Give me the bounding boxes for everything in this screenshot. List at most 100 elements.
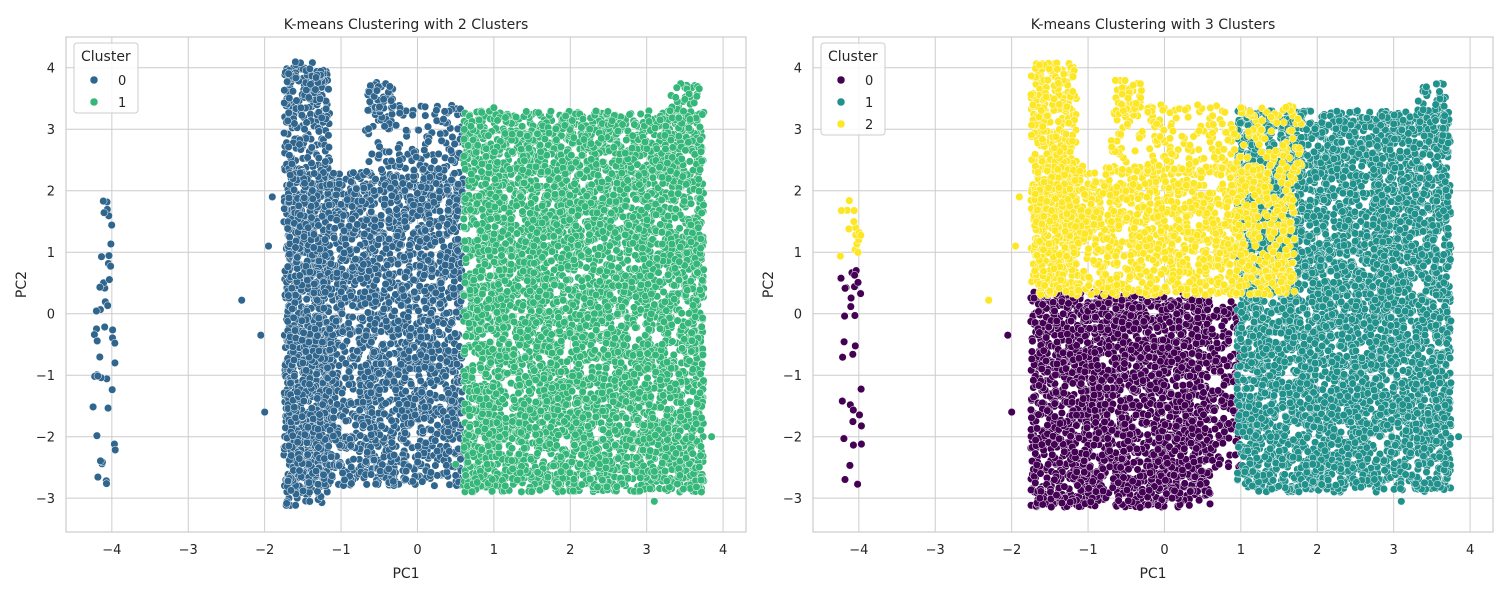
data-point <box>390 451 399 460</box>
data-point <box>380 200 389 209</box>
data-point <box>443 186 452 195</box>
data-point <box>426 425 436 434</box>
data-point <box>369 348 379 357</box>
data-point <box>336 200 346 209</box>
data-point <box>335 179 344 188</box>
data-point <box>400 217 409 226</box>
data-point <box>385 82 394 91</box>
data-point <box>321 288 330 297</box>
series-0 <box>89 57 468 510</box>
data-point <box>323 363 332 372</box>
data-point <box>367 408 376 417</box>
data-point <box>452 195 462 204</box>
data-point <box>284 108 293 117</box>
data-point <box>409 275 418 284</box>
data-point <box>442 357 451 366</box>
data-point <box>359 183 368 193</box>
data-point <box>363 448 372 457</box>
data-point <box>303 450 312 459</box>
data-point <box>351 421 360 430</box>
data-point <box>355 406 364 415</box>
data-point <box>444 427 453 436</box>
data-point <box>385 350 394 359</box>
data-point <box>432 179 441 188</box>
data-point <box>288 304 297 313</box>
data-point <box>402 126 411 135</box>
data-point <box>296 211 305 220</box>
data-point <box>286 486 296 495</box>
data-point <box>291 243 300 252</box>
data-point <box>325 345 334 355</box>
data-point <box>357 196 366 205</box>
data-point <box>104 404 113 413</box>
data-point <box>309 243 318 252</box>
data-point <box>363 106 372 115</box>
data-point <box>394 316 403 326</box>
data-point <box>420 414 429 423</box>
data-point <box>329 413 338 422</box>
data-point <box>375 385 384 394</box>
data-point <box>361 299 370 308</box>
data-point <box>420 271 429 280</box>
data-point <box>420 403 429 412</box>
data-point <box>105 275 114 284</box>
data-point <box>315 431 324 440</box>
data-point <box>338 342 347 351</box>
data-point <box>310 279 319 288</box>
data-point <box>325 325 334 334</box>
data-point <box>436 299 445 308</box>
data-point <box>387 416 396 425</box>
data-point <box>430 156 439 165</box>
data-point <box>366 388 375 397</box>
data-point <box>291 501 300 510</box>
data-point <box>107 221 116 230</box>
data-point <box>440 107 449 116</box>
data-point <box>421 102 430 111</box>
data-point <box>314 346 324 355</box>
data-point <box>304 93 313 102</box>
data-point <box>287 159 296 168</box>
data-point <box>327 471 337 480</box>
data-point <box>321 235 330 244</box>
data-point <box>431 288 440 297</box>
data-point <box>377 211 386 220</box>
data-point <box>453 235 462 244</box>
data-point <box>108 325 117 334</box>
data-point <box>385 370 394 379</box>
data-point <box>371 479 380 489</box>
data-point <box>298 412 307 421</box>
data-point <box>308 194 317 203</box>
data-point <box>313 394 322 403</box>
data-point <box>93 336 102 345</box>
data-point <box>100 208 109 217</box>
data-point <box>449 284 458 293</box>
data-point <box>329 169 338 178</box>
data-point <box>330 224 339 233</box>
data-point <box>384 215 394 224</box>
data-point <box>297 316 306 325</box>
data-point <box>284 142 293 151</box>
data-point <box>395 109 404 118</box>
data-point <box>344 319 353 328</box>
data-point <box>407 380 416 389</box>
data-point <box>389 377 399 386</box>
data-point <box>305 380 314 389</box>
data-point <box>341 359 350 368</box>
data-point <box>346 441 355 450</box>
data-point <box>303 423 313 432</box>
data-point <box>418 477 427 486</box>
data-point <box>420 287 429 296</box>
data-point <box>340 248 349 257</box>
data-point <box>375 254 385 263</box>
data-point <box>417 388 426 397</box>
data-point <box>102 479 111 488</box>
data-point <box>446 146 455 155</box>
data-point <box>307 404 316 413</box>
data-point <box>369 186 378 195</box>
data-point <box>439 407 448 416</box>
data-point <box>444 206 453 215</box>
data-point <box>260 408 269 417</box>
data-point <box>332 190 341 199</box>
data-point <box>348 301 357 310</box>
data-point <box>374 150 384 160</box>
